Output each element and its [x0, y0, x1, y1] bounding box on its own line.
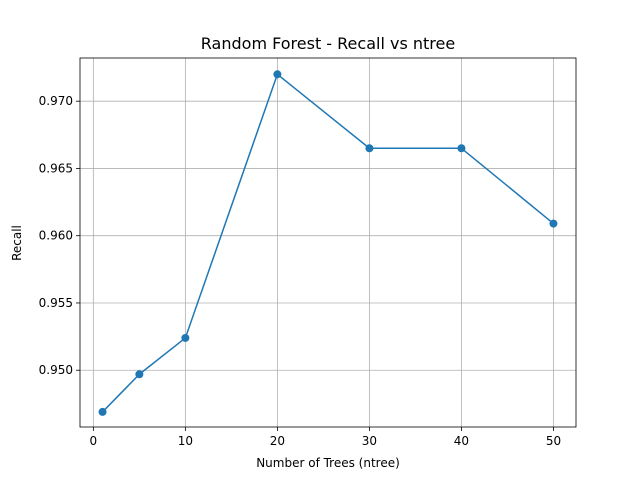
x-tick-label: 40 [454, 434, 469, 448]
x-tick-label: 0 [90, 434, 98, 448]
y-tick-label: 0.965 [39, 161, 73, 175]
y-tick-label: 0.960 [39, 229, 73, 243]
chart-title: Random Forest - Recall vs ntree [201, 34, 455, 53]
x-tick-label: 10 [178, 434, 193, 448]
x-tick-label: 50 [546, 434, 561, 448]
recall-data-point [549, 219, 558, 228]
recall-data-point [273, 70, 282, 79]
grid-layer [80, 58, 576, 427]
y-tick-label: 0.970 [39, 94, 73, 108]
axes-layer [79, 57, 577, 428]
series-layer [98, 70, 558, 416]
recall-data-point [135, 370, 144, 379]
x-tick-label: 30 [362, 434, 377, 448]
y-axis-label: Recall [10, 225, 24, 261]
plot-frame [79, 57, 577, 428]
y-tick-label: 0.950 [39, 363, 73, 377]
y-tick-label: 0.955 [39, 296, 73, 310]
recall-data-point [457, 144, 466, 153]
recall-data-point [365, 144, 374, 153]
x-tick-label: 20 [270, 434, 285, 448]
recall-data-point [98, 407, 107, 416]
recall-data-point [181, 333, 190, 342]
x-axis-label: Number of Trees (ntree) [256, 456, 400, 470]
ticks-layer: 0 10 20 30 40 50 0.950 0.955 0.960 0.965 0.970 [39, 94, 561, 448]
